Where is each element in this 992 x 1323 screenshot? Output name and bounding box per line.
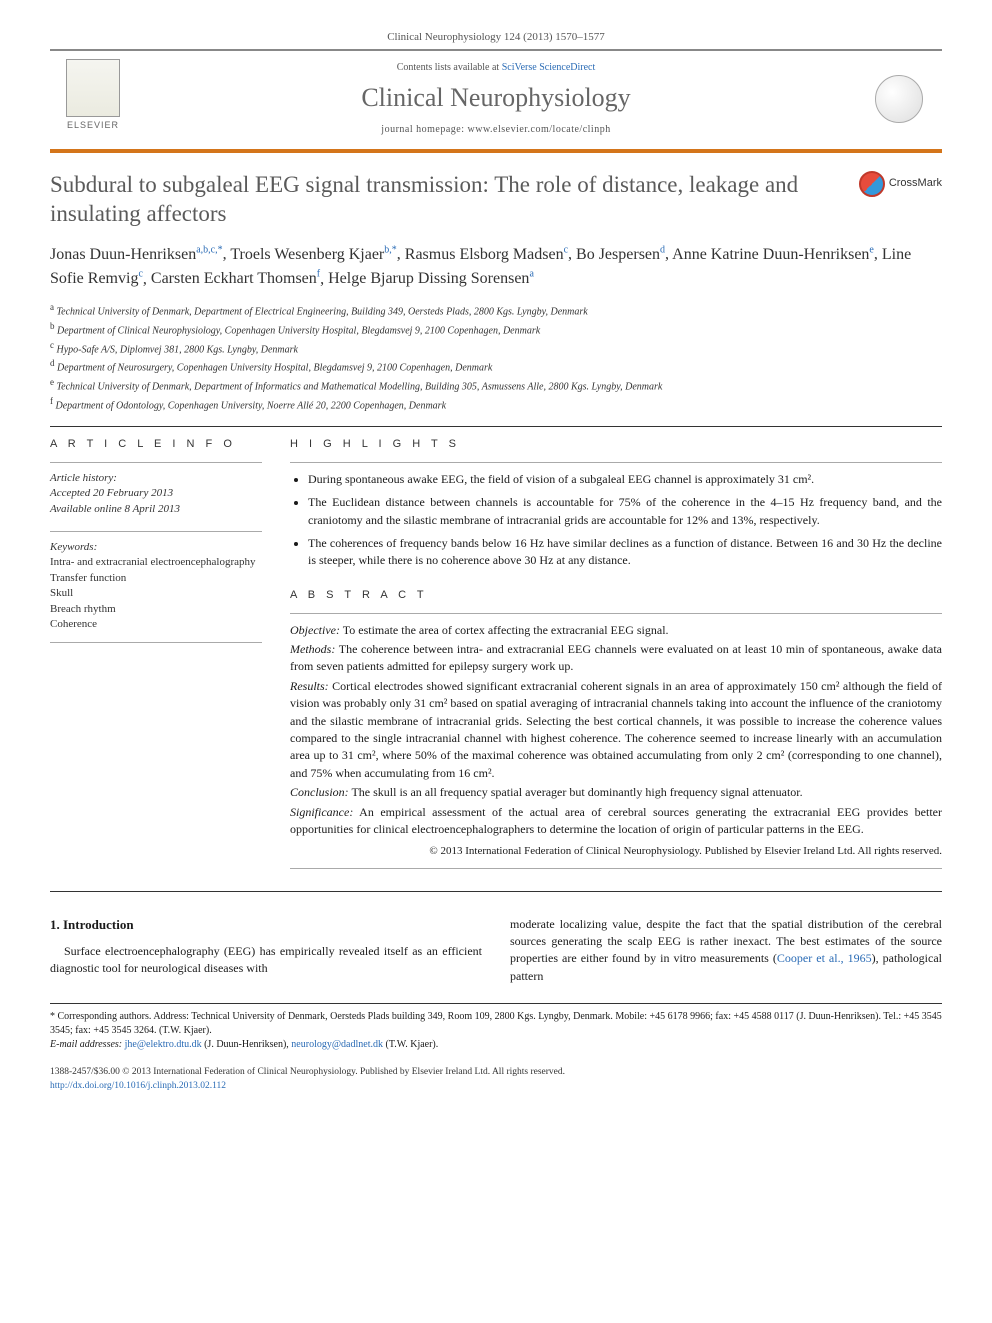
author-aff-link[interactable]: e xyxy=(869,244,873,255)
author-aff-link[interactable]: a,b,c,* xyxy=(196,244,222,255)
conclusion-text: The skull is an all frequency spatial av… xyxy=(349,785,803,799)
methods-label: Methods: xyxy=(290,642,335,656)
crossmark-label: CrossMark xyxy=(889,177,942,191)
crossmark-icon xyxy=(859,171,885,197)
author: Anne Katrine Duun-Henriksene xyxy=(672,246,874,263)
affiliation-row: c Hypo-Safe A/S, Diplomvej 381, 2800 Kgs… xyxy=(50,339,942,358)
author-list: Jonas Duun-Henriksena,b,c,*, Troels Wese… xyxy=(50,242,942,291)
author: Helge Bjarup Dissing Sorensena xyxy=(328,270,534,287)
citation-link[interactable]: Clinical Neurophysiology 124 (2013) 1570… xyxy=(387,31,605,43)
results-label: Results: xyxy=(290,679,329,693)
intro-left-para: Surface electroencephalography (EEG) has… xyxy=(50,943,482,978)
highlights-heading: H I G H L I G H T S xyxy=(290,437,942,452)
affiliation-row: f Department of Odontology, Copenhagen U… xyxy=(50,395,942,414)
globe-icon xyxy=(875,75,923,123)
abstract-copyright: © 2013 International Federation of Clini… xyxy=(290,844,942,859)
journal-citation: Clinical Neurophysiology 124 (2013) 1570… xyxy=(50,30,942,45)
journal-homepage-line: journal homepage: www.elsevier.com/locat… xyxy=(128,123,864,137)
affiliation-row: b Department of Clinical Neurophysiology… xyxy=(50,320,942,339)
email-label: E-mail addresses: xyxy=(50,1039,125,1050)
affiliation-row: d Department of Neurosurgery, Copenhagen… xyxy=(50,357,942,376)
author: Troels Wesenberg Kjaerb,* xyxy=(230,246,396,263)
intro-citation-link[interactable]: Cooper et al., 1965 xyxy=(777,951,872,965)
contents-available-line: Contents lists available at SciVerse Sci… xyxy=(128,61,864,75)
highlights-list: During spontaneous awake EEG, the field … xyxy=(290,471,942,570)
accepted-date: Accepted 20 February 2013 xyxy=(50,486,262,501)
abstract-heading: A B S T R A C T xyxy=(290,588,942,603)
ifcn-logo xyxy=(864,64,934,134)
corr-text: Corresponding authors. Address: Technica… xyxy=(50,1011,942,1036)
results-text: Cortical electrodes showed significant e… xyxy=(290,679,942,780)
doi-link[interactable]: http://dx.doi.org/10.1016/j.clinph.2013.… xyxy=(50,1081,226,1091)
highlight-item: The Euclidean distance between channels … xyxy=(308,494,942,529)
author-aff-link[interactable]: c xyxy=(138,269,142,280)
online-date: Available online 8 April 2013 xyxy=(50,502,262,517)
author: Carsten Eckhart Thomsenf xyxy=(151,270,320,287)
author: Rasmus Elsborg Madsenc xyxy=(405,246,568,263)
author-aff-link[interactable]: d xyxy=(660,244,665,255)
article-info-heading: A R T I C L E I N F O xyxy=(50,437,262,452)
author-aff-link[interactable]: b,* xyxy=(384,244,397,255)
elsevier-logo[interactable]: ELSEVIER xyxy=(58,59,128,139)
highlight-item: During spontaneous awake EEG, the field … xyxy=(308,471,942,488)
methods-text: The coherence between intra- and extracr… xyxy=(290,642,942,673)
author-aff-link[interactable]: c xyxy=(564,244,568,255)
author-aff-link[interactable]: f xyxy=(317,269,320,280)
elsevier-label: ELSEVIER xyxy=(67,119,119,131)
footnotes: * Corresponding authors. Address: Techni… xyxy=(50,1003,942,1052)
history-label: Article history: xyxy=(50,471,262,486)
intro-heading: 1. Introduction xyxy=(50,916,482,935)
author-aff-link[interactable]: a xyxy=(529,269,533,280)
scidirect-link[interactable]: SciVerse ScienceDirect xyxy=(502,62,596,73)
issn-copyright-line: 1388-2457/$36.00 © 2013 International Fe… xyxy=(50,1066,942,1079)
objective-text: To estimate the area of cortex affecting… xyxy=(340,623,669,637)
keyword: Transfer function xyxy=(50,571,262,586)
intro-right-para: moderate localizing value, despite the f… xyxy=(510,916,942,986)
highlight-item: The coherences of frequency bands below … xyxy=(308,535,942,570)
article-history: Article history: Accepted 20 February 20… xyxy=(50,471,262,517)
email-link-1[interactable]: jhe@elektro.dtu.dk xyxy=(125,1039,202,1050)
author: Jonas Duun-Henriksena,b,c,* xyxy=(50,246,223,263)
affiliation-list: a Technical University of Denmark, Depar… xyxy=(50,301,942,414)
keyword: Skull xyxy=(50,586,262,601)
journal-header-band: ELSEVIER Contents lists available at Sci… xyxy=(50,49,942,153)
article-title: Subdural to subgaleal EEG signal transmi… xyxy=(50,171,859,229)
journal-name: Clinical Neurophysiology xyxy=(128,80,864,115)
keywords-label: Keywords: xyxy=(50,540,262,555)
elsevier-tree-icon xyxy=(66,59,120,117)
conclusion-label: Conclusion: xyxy=(290,785,349,799)
objective-label: Objective: xyxy=(290,623,340,637)
affiliation-row: a Technical University of Denmark, Depar… xyxy=(50,301,942,320)
keyword: Intra- and extracranial electroencephalo… xyxy=(50,555,262,570)
keywords-block: Keywords: Intra- and extracranial electr… xyxy=(50,540,262,632)
homepage-link[interactable]: www.elsevier.com/locate/clinph xyxy=(468,124,611,135)
keyword: Breach rhythm xyxy=(50,602,262,617)
contents-prefix: Contents lists available at xyxy=(397,62,502,73)
homepage-prefix: journal homepage: xyxy=(381,124,467,135)
crossmark-badge[interactable]: CrossMark xyxy=(859,171,942,197)
abstract-body: Objective: To estimate the area of corte… xyxy=(290,622,942,860)
affiliation-row: e Technical University of Denmark, Depar… xyxy=(50,376,942,395)
email-who-1: (J. Duun-Henriksen), xyxy=(202,1039,292,1050)
significance-label: Significance: xyxy=(290,805,353,819)
email-who-2: (T.W. Kjaer). xyxy=(383,1039,438,1050)
keyword: Coherence xyxy=(50,617,262,632)
author: Bo Jespersend xyxy=(576,246,665,263)
significance-text: An empirical assessment of the actual ar… xyxy=(290,805,942,836)
bottom-bar: 1388-2457/$36.00 © 2013 International Fe… xyxy=(50,1066,942,1093)
email-link-2[interactable]: neurology@dadlnet.dk xyxy=(291,1039,383,1050)
